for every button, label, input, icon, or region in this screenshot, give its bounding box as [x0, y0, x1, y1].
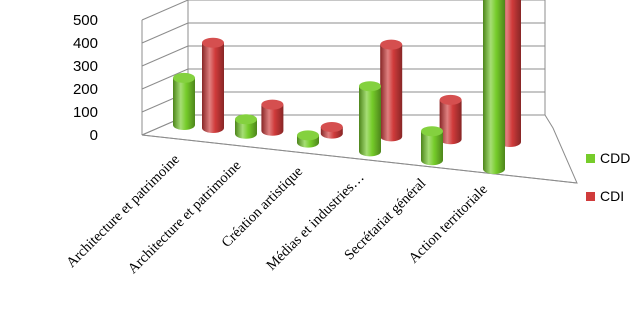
bar-cdd-3-body — [359, 86, 381, 157]
bar-cdi-0-body — [202, 42, 224, 133]
y-tick-label: 300 — [73, 58, 98, 75]
gridline-side-500 — [141, 0, 189, 21]
y-tick-label: 100 — [73, 104, 98, 121]
bar-cdi-3 — [380, 39, 403, 142]
y-tick-label: 500 — [73, 12, 98, 29]
bars-layer — [173, 0, 521, 174]
bar-cdd-4 — [421, 126, 443, 166]
bar-cdi-3-top — [380, 39, 403, 50]
legend-swatch-cdi — [586, 192, 595, 201]
bar-cdd-2 — [297, 130, 319, 148]
bar-cdd-0-body — [173, 77, 195, 130]
bar-cdd-1-top — [235, 114, 257, 125]
bar-cdi-4 — [439, 94, 462, 145]
y-tick-label: 400 — [73, 35, 98, 52]
gridline-side-200 — [141, 68, 189, 90]
bar-cdi-4-body — [439, 99, 462, 145]
y-tick-label: 200 — [73, 81, 98, 98]
bar-cdd-1 — [235, 114, 257, 139]
bar-cdi-2-top — [320, 122, 343, 133]
bar-cdd-1-body — [235, 119, 257, 139]
bar-cdd-5 — [483, 0, 505, 174]
bar-cdi-0 — [202, 37, 224, 133]
legend-swatch-cdd — [586, 154, 595, 163]
bar-cdd-3 — [359, 81, 381, 157]
bar-cdd-4-body — [421, 131, 443, 166]
bar-cdd-3-top — [359, 81, 381, 92]
ticks-layer: 0 100 200 300 400 500 — [73, 12, 98, 144]
bar-cdd-4-top — [421, 126, 443, 137]
gridline-side-300 — [141, 45, 189, 67]
category-label: Architecture et patrimoine — [63, 152, 183, 272]
bar-cdd-2-top — [297, 130, 319, 141]
legend: CDD CDI — [586, 150, 630, 204]
bar-cdi-1-top — [261, 99, 284, 110]
bar-cdi-4-top — [439, 94, 462, 105]
bar-cdi-1 — [261, 99, 284, 136]
legend-label-cdd: CDD — [600, 150, 630, 166]
bar-cdi-1-body — [261, 104, 284, 136]
gridline-side-400 — [141, 22, 189, 44]
legend-label-cdi: CDI — [600, 188, 624, 204]
bar-cdi-3-body — [380, 44, 403, 142]
floor-front-edge — [141, 134, 578, 184]
bar-cdd-0 — [173, 72, 195, 130]
bar-cdi-2 — [320, 122, 343, 139]
y-tick-label: 0 — [90, 127, 98, 144]
bar-cdi-0-top — [202, 37, 224, 48]
bar-cdd-5-body — [483, 0, 505, 174]
category-label: Architecture et patrimoine — [125, 158, 245, 278]
bar-cdd-0-top — [173, 72, 195, 83]
